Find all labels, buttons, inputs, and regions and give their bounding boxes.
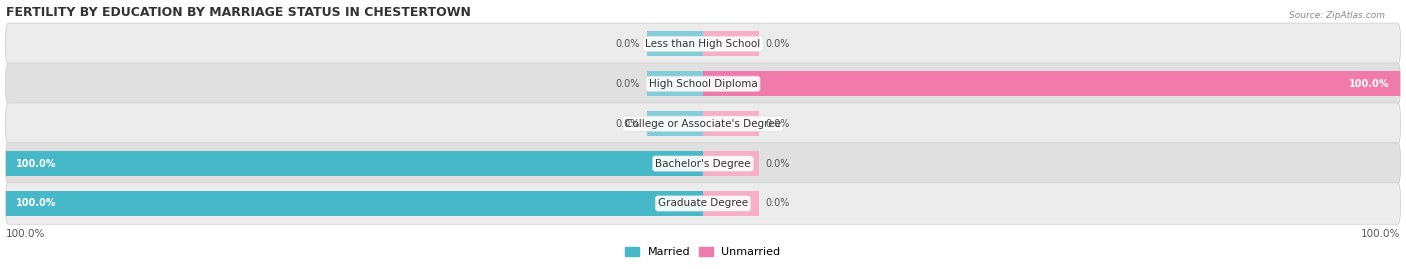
Text: College or Associate's Degree: College or Associate's Degree <box>626 119 780 129</box>
Text: 0.0%: 0.0% <box>766 39 790 49</box>
Text: 0.0%: 0.0% <box>616 119 640 129</box>
Text: 100.0%: 100.0% <box>15 158 56 169</box>
Bar <box>6 191 703 216</box>
Bar <box>647 31 703 56</box>
Text: High School Diploma: High School Diploma <box>648 79 758 89</box>
Text: 0.0%: 0.0% <box>766 158 790 169</box>
FancyBboxPatch shape <box>6 63 1400 104</box>
Text: 100.0%: 100.0% <box>1361 229 1400 239</box>
Text: Less than High School: Less than High School <box>645 39 761 49</box>
Text: 100.0%: 100.0% <box>6 229 45 239</box>
Text: 100.0%: 100.0% <box>1350 79 1391 89</box>
Bar <box>703 31 759 56</box>
Text: 0.0%: 0.0% <box>616 39 640 49</box>
Bar <box>703 111 759 136</box>
Text: 0.0%: 0.0% <box>766 119 790 129</box>
Text: Bachelor's Degree: Bachelor's Degree <box>655 158 751 169</box>
Text: 100.0%: 100.0% <box>15 199 56 208</box>
Bar <box>647 111 703 136</box>
Text: 0.0%: 0.0% <box>616 79 640 89</box>
FancyBboxPatch shape <box>6 183 1400 224</box>
Text: Source: ZipAtlas.com: Source: ZipAtlas.com <box>1289 11 1385 20</box>
Bar <box>647 71 703 96</box>
Bar <box>703 151 759 176</box>
Bar <box>703 191 759 216</box>
Bar <box>6 151 703 176</box>
Text: Graduate Degree: Graduate Degree <box>658 199 748 208</box>
Text: FERTILITY BY EDUCATION BY MARRIAGE STATUS IN CHESTERTOWN: FERTILITY BY EDUCATION BY MARRIAGE STATU… <box>6 6 471 19</box>
FancyBboxPatch shape <box>6 23 1400 65</box>
FancyBboxPatch shape <box>6 143 1400 184</box>
Legend: Married, Unmarried: Married, Unmarried <box>621 242 785 262</box>
Bar <box>703 71 1400 96</box>
FancyBboxPatch shape <box>6 103 1400 144</box>
Text: 0.0%: 0.0% <box>766 199 790 208</box>
